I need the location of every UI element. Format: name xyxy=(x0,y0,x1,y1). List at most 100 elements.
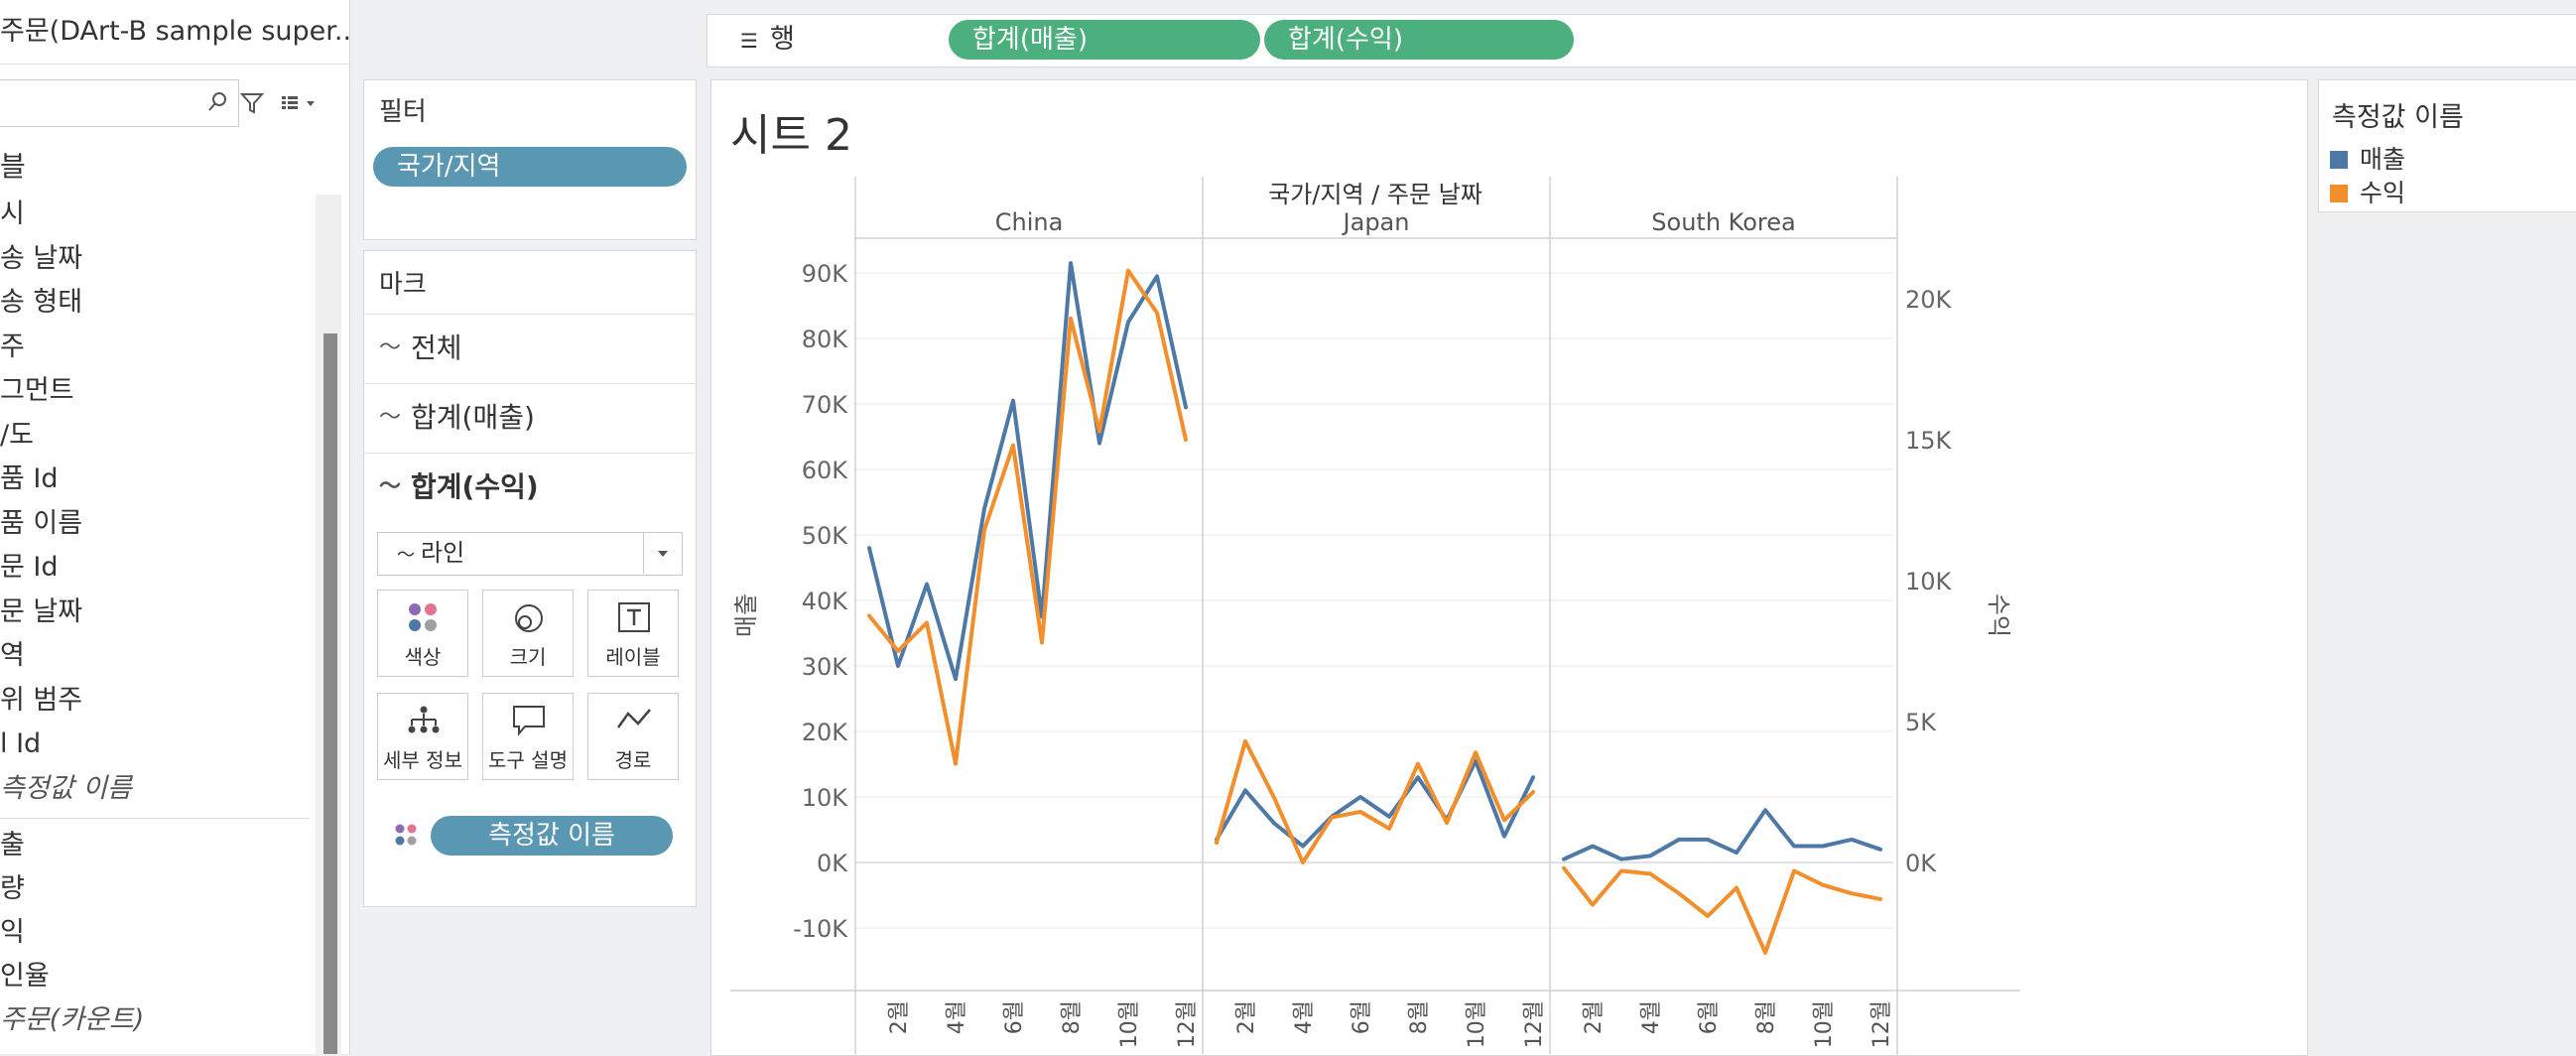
color-pill-measure-names[interactable]: 측정값 이름 xyxy=(431,816,673,856)
dimension-field[interactable]: /도 xyxy=(0,419,34,451)
legend-title: 측정값 이름 xyxy=(2332,102,2464,133)
dimension-field[interactable]: 문 날짜 xyxy=(0,595,83,627)
x-tick-label: 12월 xyxy=(1522,1000,1547,1048)
marks-layer-sales[interactable]: 〜 합계(매출) xyxy=(363,383,695,452)
x-tick-label: 10월 xyxy=(1812,1000,1837,1048)
series-line-profit xyxy=(1215,738,1535,864)
marks-tooltip-button[interactable]: 도구 설명 xyxy=(482,693,574,780)
data-pane-scroll-thumb[interactable] xyxy=(323,333,337,1054)
dimension-field[interactable]: 송 날짜 xyxy=(0,242,83,274)
x-tick-label: 6월 xyxy=(1350,1000,1374,1034)
x-tick-label: 2월 xyxy=(887,1000,912,1034)
label-icon xyxy=(618,602,650,632)
line-icon: 〜 xyxy=(397,545,415,566)
x-tick-label: 8월 xyxy=(1754,1000,1779,1034)
view-options-icon[interactable] xyxy=(280,91,320,115)
series-line-profit xyxy=(867,268,1188,766)
y-tick-label: 70K xyxy=(802,391,849,419)
line-chart[interactable]: 국가/지역 / 주문 날짜 -10K 0K 10K 20K 30K 40K 50K 60K 70K… xyxy=(710,159,2020,1054)
dimension-field[interactable]: 송 형태 xyxy=(0,287,83,318)
line-icon: 〜 xyxy=(379,474,402,499)
search-icon[interactable] xyxy=(204,89,230,115)
series-line-sales xyxy=(1562,808,1882,861)
filter-pill-country[interactable]: 국가/지역 xyxy=(373,147,687,187)
color-legend xyxy=(2318,79,2576,212)
marks-path-button[interactable]: 경로 xyxy=(587,693,679,780)
marks-layer-profit[interactable]: 〜 합계(수익) xyxy=(363,453,695,521)
series-line-profit xyxy=(1562,865,1882,955)
x-tick-label: 12월 xyxy=(1175,1000,1200,1048)
measure-field[interactable]: 출 xyxy=(0,830,25,860)
y2-axis-title: 수익 xyxy=(1985,594,2012,637)
marks-color-button[interactable]: 색상 xyxy=(377,590,468,677)
x-tick-label: 8월 xyxy=(1060,1000,1085,1034)
marks-path-label: 경로 xyxy=(614,748,652,772)
dimension-field[interactable]: l Id xyxy=(0,728,42,759)
y-tick-label: 0K xyxy=(817,850,848,877)
x-tick-label: 4월 xyxy=(1292,1000,1317,1034)
x-tick-label: 10월 xyxy=(1117,1000,1142,1048)
dimension-field[interactable]: 품 Id xyxy=(0,463,59,494)
chevron-down-icon[interactable] xyxy=(643,532,682,574)
marks-detail-button[interactable]: 세부 정보 xyxy=(377,693,468,780)
marks-detail-label: 세부 정보 xyxy=(383,748,462,772)
rows-pill-profit[interactable]: 합계(수익) xyxy=(1264,20,1574,60)
x-tick-label: 6월 xyxy=(1697,1000,1722,1034)
dimension-field[interactable]: 시 xyxy=(0,198,25,229)
y-tick-label: 80K xyxy=(802,326,849,353)
y-tick-label: 50K xyxy=(802,522,849,550)
dimension-field[interactable]: 품 이름 xyxy=(0,507,83,539)
y-tick-label: 20K xyxy=(802,719,849,746)
marks-label-button[interactable]: 레이블 xyxy=(587,590,679,677)
dimension-field[interactable]: 위 범주 xyxy=(0,684,83,716)
y-tick-label: -10K xyxy=(793,915,848,943)
mark-type-dropdown[interactable] xyxy=(377,532,683,576)
marks-size-button[interactable]: 크기 xyxy=(482,590,574,677)
tables-section-label: 블 xyxy=(0,150,26,183)
legend-swatch xyxy=(2330,185,2348,202)
count-field[interactable]: 주문(카운트) xyxy=(0,1004,145,1035)
size-icon xyxy=(515,604,543,632)
filters-title: 필터 xyxy=(379,97,427,127)
measure-field[interactable]: 익 xyxy=(0,917,25,948)
x-tick-label: 10월 xyxy=(1465,1000,1489,1048)
dimension-field[interactable]: 주 xyxy=(0,330,25,362)
y-tick-label: 40K xyxy=(802,588,849,615)
color-icon xyxy=(409,603,437,631)
field-search-input[interactable] xyxy=(0,79,239,127)
legend-item-profit[interactable]: 수익 xyxy=(2330,179,2405,208)
measure-field[interactable]: 량 xyxy=(0,873,25,904)
legend-item-sales[interactable]: 매출 xyxy=(2330,145,2405,175)
marks-color-label: 색상 xyxy=(404,645,442,669)
measure-divider xyxy=(0,818,310,819)
y2-tick-label: 10K xyxy=(1905,568,1953,595)
y2-tick-label: 15K xyxy=(1905,427,1953,455)
series-line-sales xyxy=(867,261,1188,682)
panel-label: South Korea xyxy=(1651,208,1795,236)
datasource-name[interactable]: 주문(DArt-B sample super... xyxy=(0,0,349,65)
measure-names-field[interactable]: 측정값 이름 xyxy=(0,772,132,804)
chart-header: 국가/지역 / 주문 날짜 xyxy=(1268,181,1482,208)
y-tick-label: 10K xyxy=(802,784,849,812)
marks-label-label: 레이블 xyxy=(605,645,661,669)
x-tick-label: 4월 xyxy=(945,1000,969,1034)
viz-area xyxy=(710,79,2308,1056)
rows-pill-sales[interactable]: 합계(매출) xyxy=(949,20,1260,60)
marks-layer-all[interactable]: 〜 전체 xyxy=(363,314,695,382)
x-tick-label: 4월 xyxy=(1639,1000,1664,1034)
y2-tick-label: 5K xyxy=(1905,709,1937,736)
line-icon: 〜 xyxy=(379,335,402,360)
measure-field[interactable]: 인율 xyxy=(0,961,50,991)
marks-card xyxy=(363,250,697,907)
marks-tooltip-label: 도구 설명 xyxy=(488,748,568,772)
filter-icon[interactable] xyxy=(240,91,264,115)
rows-icon: ☰ xyxy=(740,29,758,53)
detail-icon xyxy=(408,706,440,733)
dimension-field[interactable]: 문 Id xyxy=(0,552,59,583)
line-icon: 〜 xyxy=(379,405,402,430)
y-tick-label: 90K xyxy=(802,260,849,288)
dimension-field[interactable]: 그먼트 xyxy=(0,375,74,406)
series-line-sales xyxy=(1215,758,1535,849)
dimension-field[interactable]: 역 xyxy=(0,640,25,671)
rows-shelf-label: ☰ 행 xyxy=(740,24,795,55)
